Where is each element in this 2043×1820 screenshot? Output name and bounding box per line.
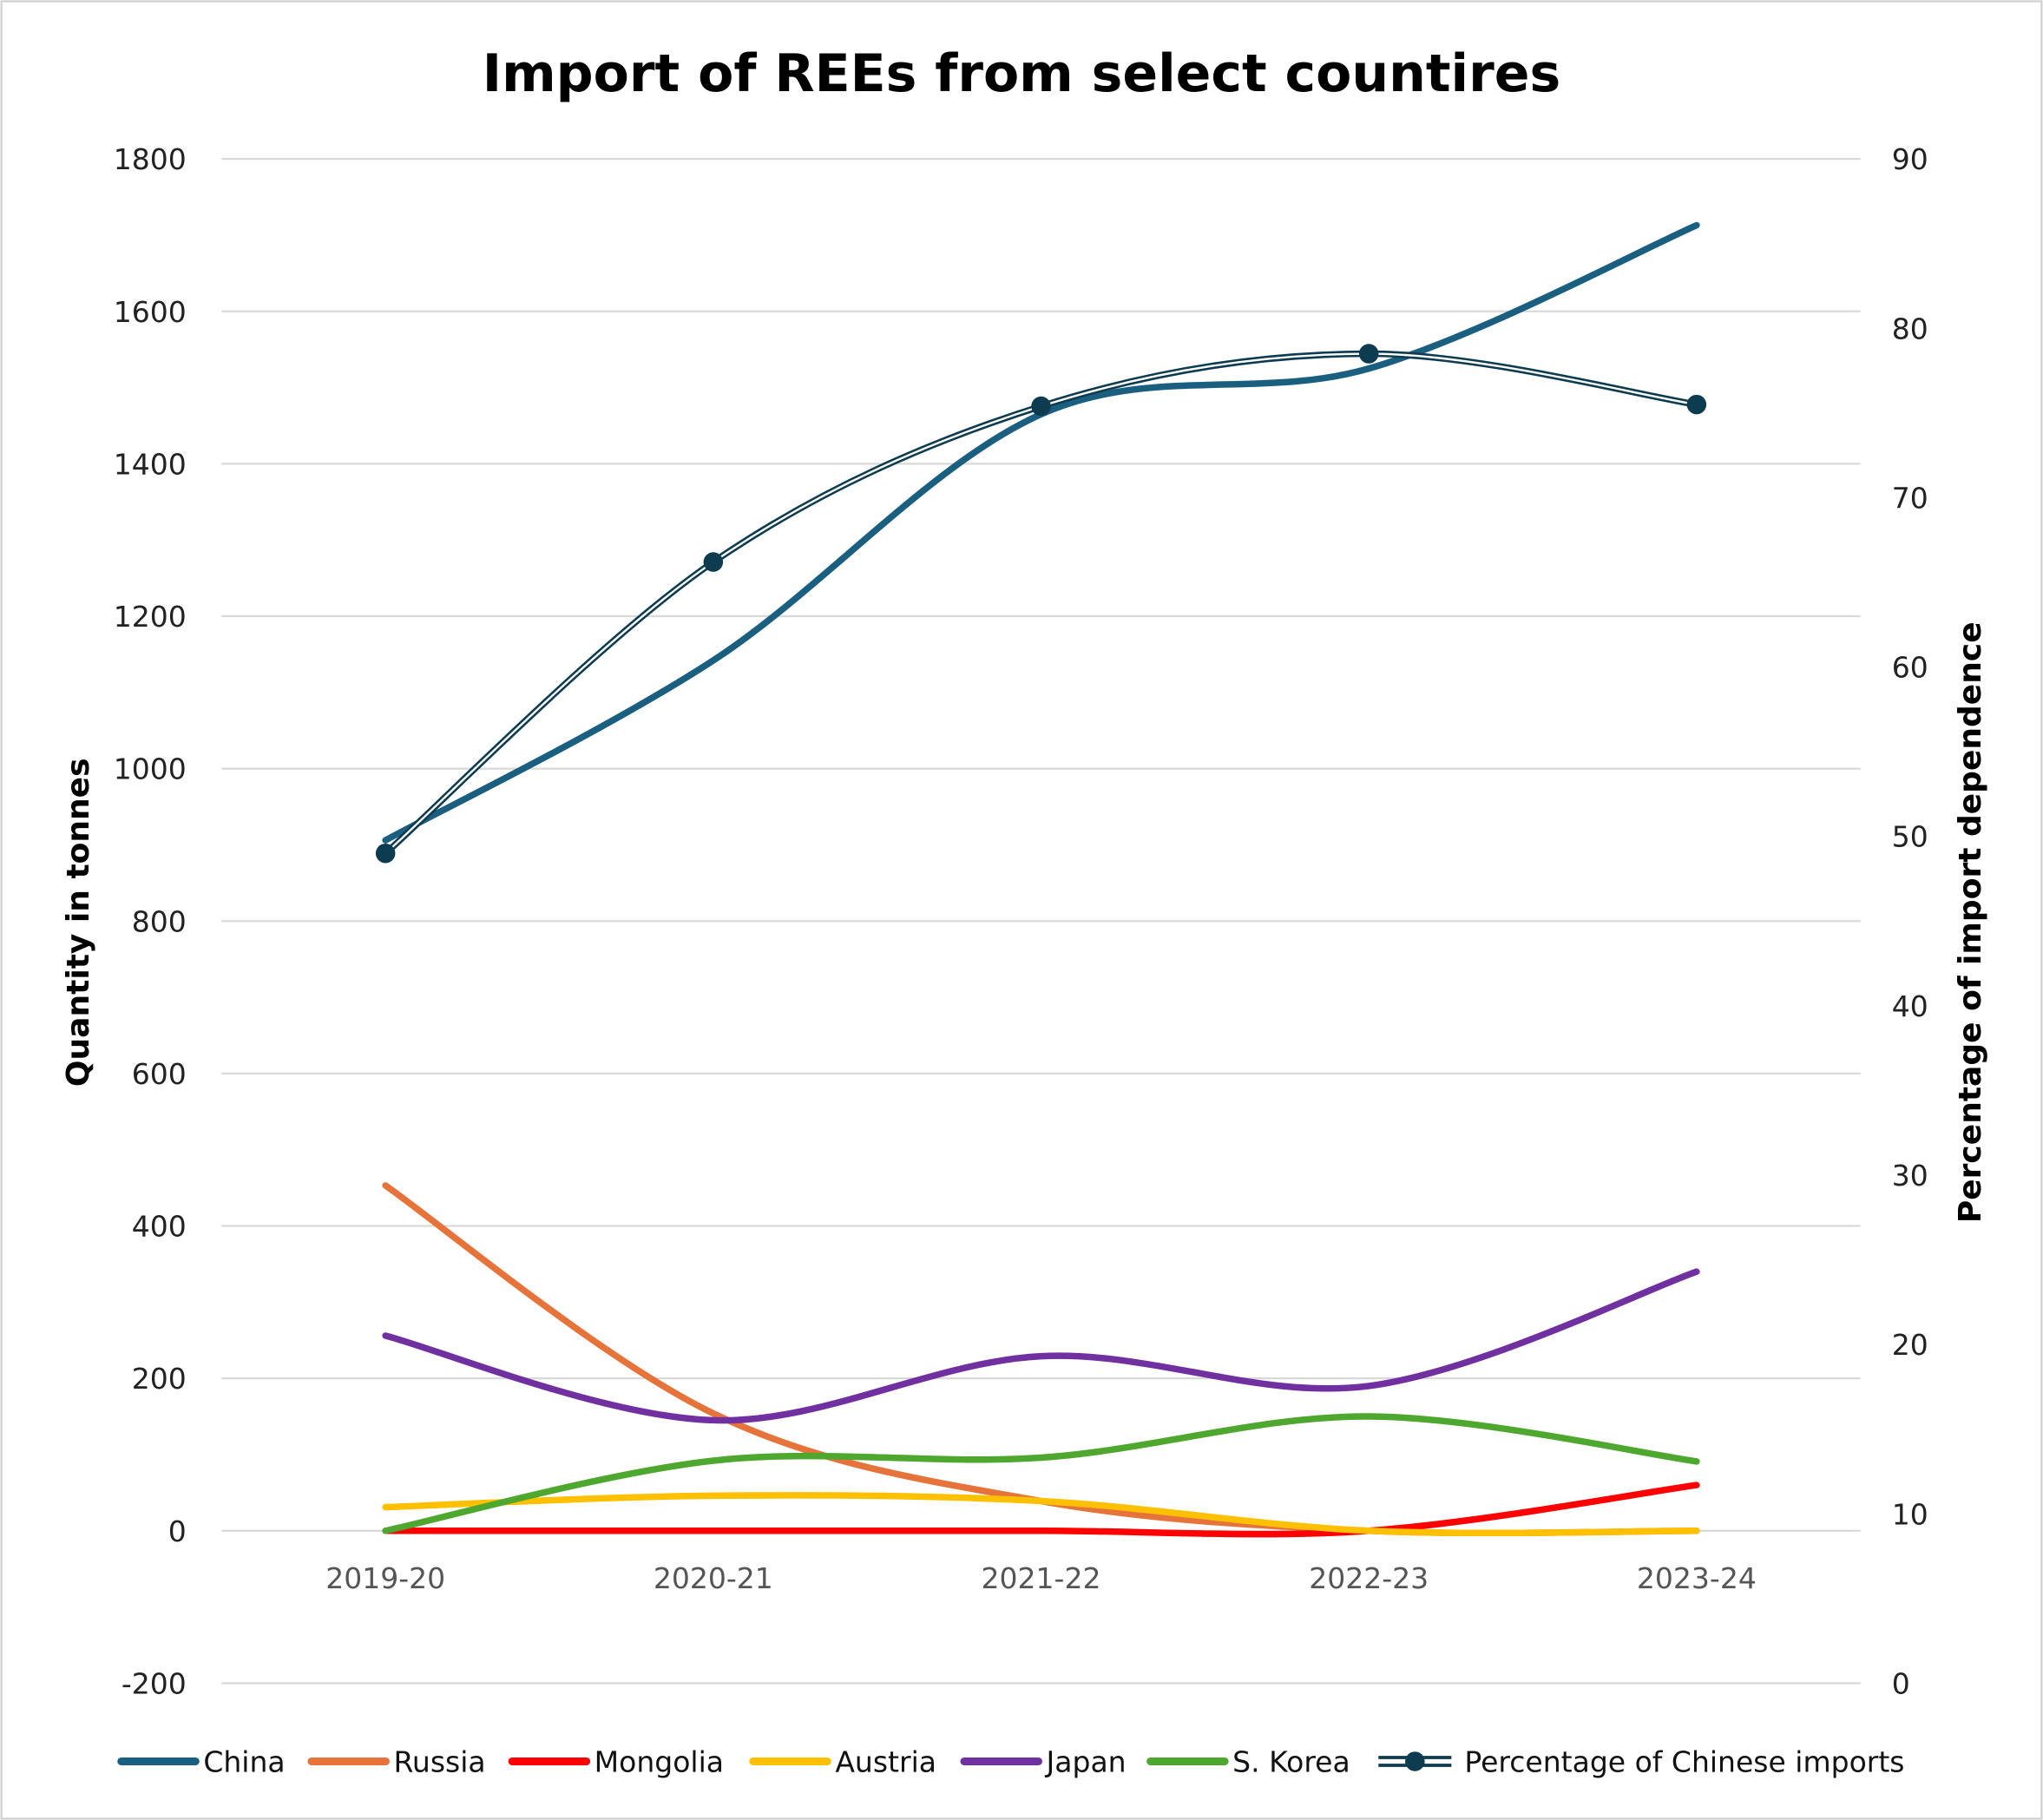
legend-label: Russia [393,1744,485,1778]
y2-tick-label: 50 [1892,820,1928,854]
y-tick-label: 1200 [114,600,187,634]
y2-tick-label: 30 [1892,1159,1928,1193]
y-tick-label: 1600 [114,295,187,329]
x-tick-label: 2021-22 [982,1561,1101,1595]
legend-label: Japan [1045,1744,1127,1778]
series-line-japan [382,1268,1700,1424]
y2-tick-label: 70 [1892,481,1928,515]
series-line-s-korea [382,1413,1700,1534]
x-tick-label: 2019-20 [325,1561,445,1595]
y-tick-label: 1800 [114,142,187,176]
series-line-inner-percentage-of-chinese-imports [384,352,1698,855]
y-tick-label: 1000 [114,752,187,786]
y2-tick-label: 60 [1892,651,1928,685]
x-tick-label: 2022-23 [1309,1561,1429,1595]
legend-label: Mongolia [595,1744,724,1778]
legend: China Russia Mongolia Austria Japan S. Korea P… [117,1744,1905,1778]
data-point-percentage-of-chinese-imports [1686,394,1707,415]
data-point-percentage-of-chinese-imports [703,552,724,572]
legend-label: S. Korea [1232,1744,1350,1778]
y2-tick-label: 0 [1892,1666,1910,1700]
chart-title: Import of REEs from select countires [483,43,1560,104]
y2-axis-ticks: 0 10 20 30 40 50 60 70 80 90 [1892,142,1928,1700]
y2-tick-label: 20 [1892,1328,1928,1362]
series-lines [375,221,1707,1538]
legend-label: Percentage of Chinese imports [1464,1744,1904,1778]
y-axis-ticks: -200 0 200 400 600 800 1000 1200 1400 1600 1800 [114,142,187,1700]
y-tick-label: 400 [132,1210,187,1244]
data-point-percentage-of-chinese-imports [1358,344,1379,364]
y2-tick-label: 10 [1892,1497,1928,1531]
legend-label: China [203,1744,285,1778]
y-tick-label: 1400 [114,447,187,481]
x-tick-label: 2020-21 [654,1561,773,1595]
y2-tick-label: 80 [1892,312,1928,345]
x-axis-ticks: 2019-20 2020-21 2021-22 2022-23 2023-24 [325,1561,1757,1595]
y2-tick-label: 90 [1892,142,1928,176]
y-tick-label: 800 [132,904,187,938]
data-point-percentage-of-chinese-imports [1031,396,1051,417]
y-tick-label: 200 [132,1362,187,1396]
legend-label: Austria [835,1744,936,1778]
y-axis-label: Quantity in tonnes [61,758,96,1087]
legend-marker-icon [1405,1751,1425,1771]
y2-tick-label: 40 [1892,989,1928,1023]
y-tick-label: 0 [168,1514,187,1548]
series-line-mongolia [382,1482,1700,1538]
data-point-percentage-of-chinese-imports [375,843,396,864]
x-tick-label: 2023-24 [1637,1561,1757,1595]
y-tick-label: -200 [122,1666,187,1700]
y-tick-label: 600 [132,1057,187,1091]
series-line-austria [382,1492,1700,1537]
y2-axis-label: Percentage of import dependence [1953,621,1988,1223]
